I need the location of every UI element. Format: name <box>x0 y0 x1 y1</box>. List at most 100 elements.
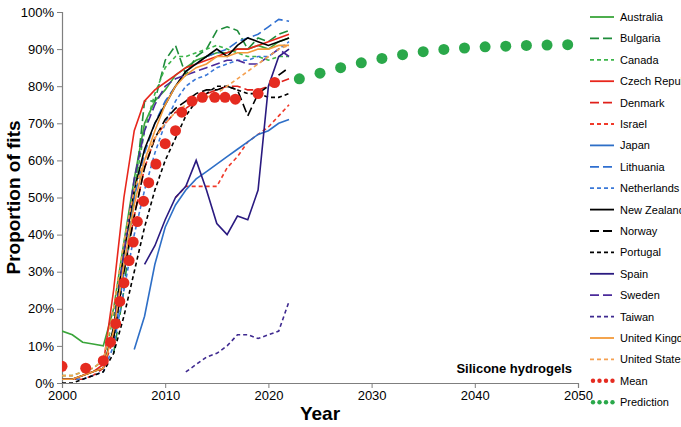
tick: 70% <box>28 116 62 131</box>
legend-symbol <box>590 144 614 146</box>
series-line <box>114 68 289 339</box>
tick-mark <box>57 86 62 87</box>
legend-symbol <box>597 400 601 404</box>
legend-label: Japan <box>620 139 650 151</box>
marker <box>132 216 143 227</box>
marker <box>98 355 109 366</box>
marker <box>253 88 264 99</box>
legend-label: Taiwan <box>620 311 654 323</box>
tick: 2050 <box>564 383 593 403</box>
tick: 2020 <box>254 383 283 403</box>
chart: 2000201020202030204020500%10%20%30%40%50… <box>0 0 681 427</box>
tick-mark <box>57 12 62 13</box>
marker <box>143 177 154 188</box>
legend-label: Bulgaria <box>620 32 661 44</box>
series-line <box>62 34 289 379</box>
tick-label: 20% <box>28 301 54 316</box>
legend-label: Sweden <box>620 289 660 301</box>
tick-label: 50% <box>28 190 54 205</box>
marker <box>176 107 187 118</box>
tick-mark <box>57 160 62 161</box>
marker <box>459 42 470 53</box>
legend-label: Australia <box>620 11 664 23</box>
tick: 2010 <box>151 383 180 403</box>
legend-label: Czech Republic <box>620 75 681 87</box>
marker <box>105 337 116 348</box>
tick-mark <box>57 49 62 50</box>
x-axis: 200020102020203020402050 <box>48 383 593 403</box>
tick-label: 90% <box>28 42 54 57</box>
series-line <box>114 49 289 327</box>
marker <box>187 96 198 107</box>
legend-symbol <box>590 59 614 61</box>
marker <box>356 57 367 68</box>
series-line <box>62 86 289 383</box>
tick: 50% <box>28 190 62 205</box>
marker <box>480 41 491 52</box>
tick-mark <box>57 309 62 310</box>
tick-label: 2040 <box>461 388 490 403</box>
series-line <box>145 49 289 264</box>
series-line <box>62 45 289 379</box>
tick-label: 10% <box>28 339 54 354</box>
legend-symbol <box>604 379 608 383</box>
tick: 80% <box>28 79 62 94</box>
tick-mark <box>57 346 62 347</box>
legend-label: Norway <box>620 225 658 237</box>
marker <box>397 49 408 60</box>
series-line <box>62 45 289 375</box>
legend-label: New Zealand <box>620 204 681 216</box>
tick-label: 80% <box>28 79 54 94</box>
marker <box>376 53 387 64</box>
legend-symbol <box>590 123 614 125</box>
legend-symbol <box>591 400 595 404</box>
legend-symbol <box>610 379 614 383</box>
legend-symbol <box>590 102 614 104</box>
series-line <box>134 120 289 350</box>
y-axis-title: Proportion of fits <box>3 120 24 274</box>
tick-label: 70% <box>28 116 54 131</box>
legend-symbol <box>590 230 614 232</box>
legend-label: Prediction <box>620 396 669 408</box>
tick: 30% <box>28 264 62 279</box>
marker <box>418 46 429 57</box>
tick-label: 0% <box>35 376 54 391</box>
marker <box>197 92 208 103</box>
tick: 60% <box>28 153 62 168</box>
legend-symbol <box>591 379 595 383</box>
legend-label: Lithuania <box>620 161 666 173</box>
series-line <box>186 301 289 371</box>
tick-mark <box>57 383 62 384</box>
legend-label: Denmark <box>620 97 665 109</box>
tick-label: 100% <box>21 5 55 20</box>
tick: 20% <box>28 301 62 316</box>
legend-label: Canada <box>620 54 659 66</box>
marker <box>110 318 121 329</box>
plot-area <box>62 19 573 383</box>
marker <box>114 296 125 307</box>
marker <box>170 125 181 136</box>
legend-symbol <box>590 166 614 168</box>
legend-symbol <box>590 294 614 296</box>
legend-label: United Kingdom <box>620 332 681 344</box>
legend-symbol <box>604 400 608 404</box>
tick: 0% <box>35 376 62 391</box>
legend-symbol <box>590 209 614 211</box>
legend-symbol <box>597 379 601 383</box>
marker <box>438 44 449 55</box>
legend-symbol <box>590 316 614 318</box>
legend-label: United States <box>620 353 681 365</box>
legend-symbol <box>610 400 614 404</box>
axis-line <box>57 13 63 384</box>
marker <box>128 237 139 248</box>
marker <box>562 39 573 50</box>
marker <box>521 40 532 51</box>
tick: 40% <box>28 227 62 242</box>
marker <box>220 92 231 103</box>
tick: 100% <box>21 5 62 20</box>
series-line <box>62 45 289 375</box>
tick-mark <box>57 123 62 124</box>
tick-label: 60% <box>28 153 54 168</box>
annotation: Silicone hydrogels <box>456 361 572 376</box>
legend-symbol <box>590 273 614 275</box>
